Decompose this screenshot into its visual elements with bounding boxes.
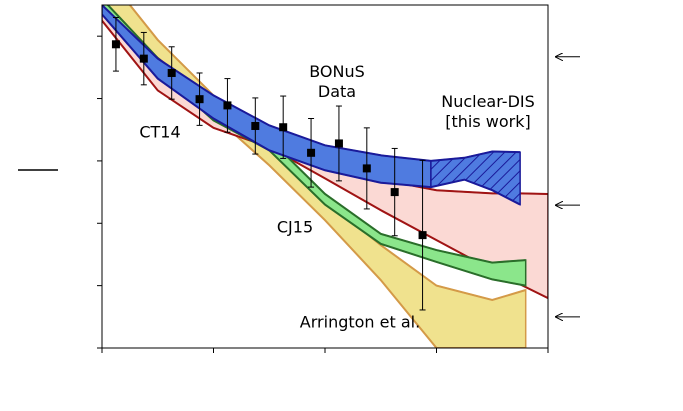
points-label: BONuS Data: [309, 62, 365, 101]
band-label: CT14: [139, 123, 180, 142]
plot-area: [102, 5, 548, 348]
data-point: [251, 121, 260, 130]
band-label: Arrington et al.: [300, 313, 420, 332]
points-label-line: BONuS: [309, 62, 365, 81]
data-point: [307, 148, 316, 157]
data-point: [139, 54, 148, 63]
band-edge: [102, 5, 432, 162]
band-label-line: Nuclear-DIS: [441, 92, 535, 111]
data-point: [223, 101, 232, 110]
band-edge: [102, 13, 432, 189]
data-point: [279, 123, 288, 132]
data-point: [111, 40, 120, 49]
band-label: Nuclear-DIS [this work]: [441, 92, 535, 131]
data-point: [167, 68, 176, 77]
band-label-line: [this work]: [445, 112, 530, 131]
data-point: [362, 164, 371, 173]
data-point: [195, 95, 204, 104]
data-point: [390, 188, 399, 197]
data-point: [418, 231, 427, 240]
band-edge: [430, 178, 521, 206]
foreground: Arrington et al. CT14 CJ15 Nuclear-DIS [this…: [18, 4, 580, 353]
data-point: [334, 139, 343, 148]
points-label-line: Data: [318, 82, 356, 101]
band-label: CJ15: [277, 218, 313, 237]
band-edge: [430, 150, 521, 162]
